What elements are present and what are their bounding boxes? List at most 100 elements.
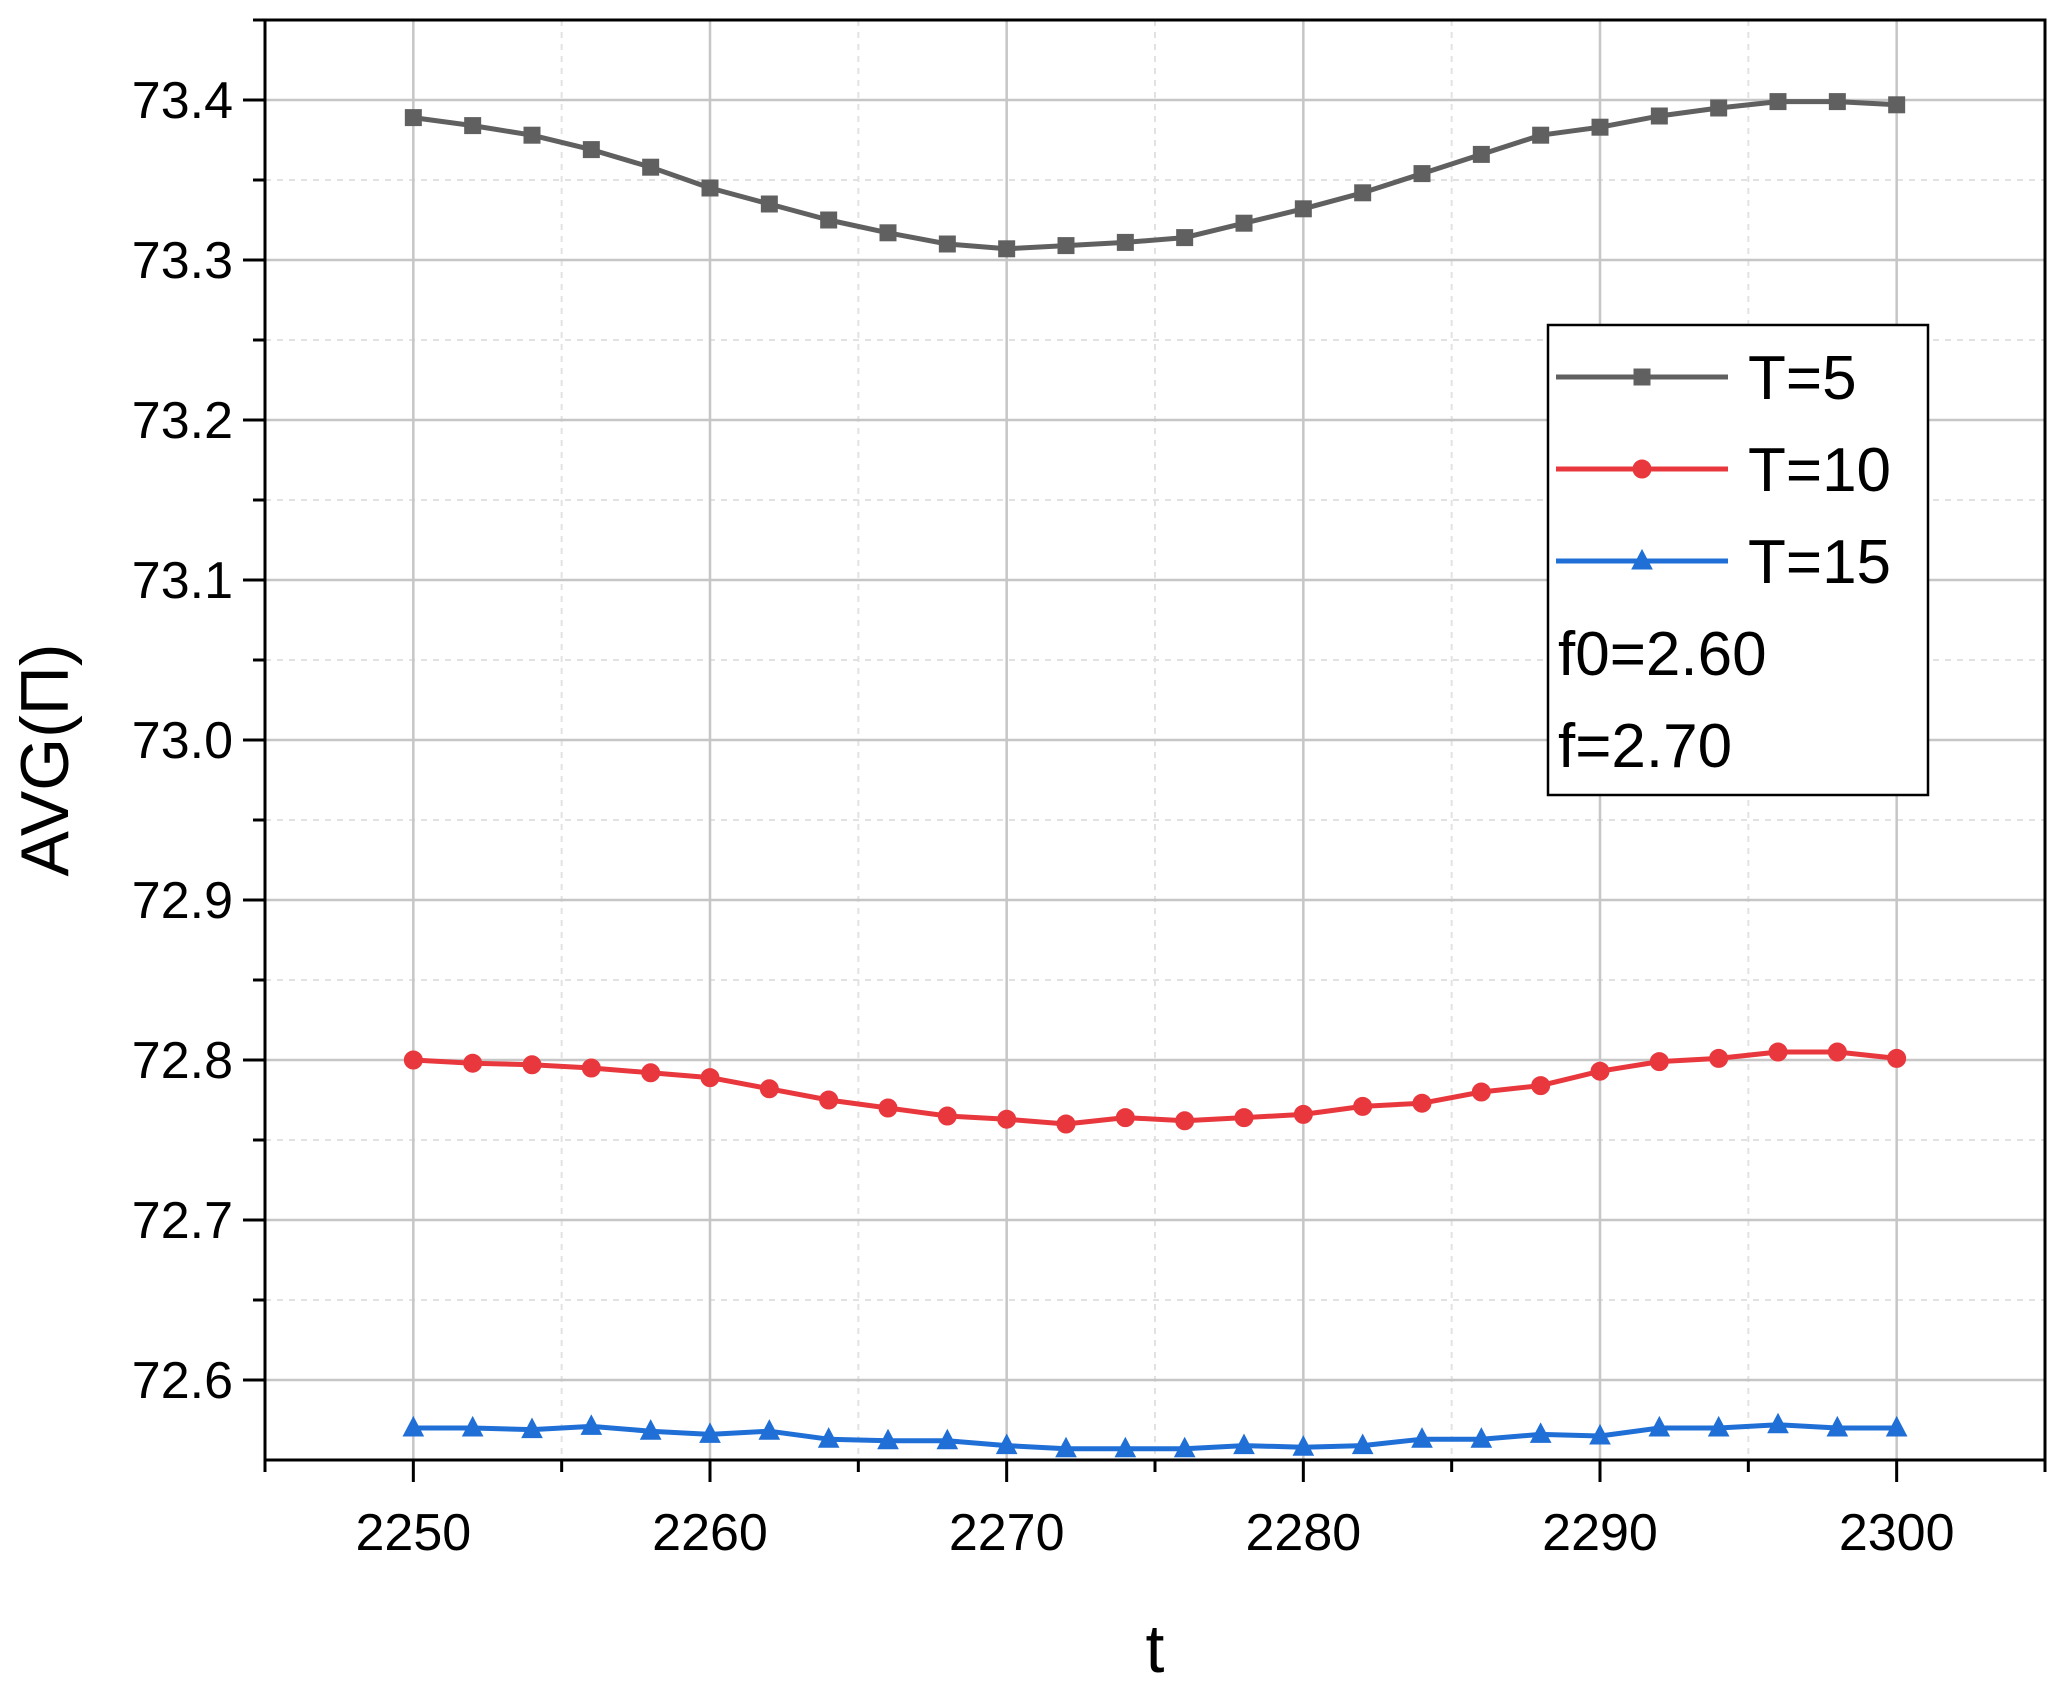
y-tick-label: 73.4 (132, 72, 233, 130)
data-point (1828, 93, 1846, 111)
data-point (936, 1428, 959, 1450)
data-point (521, 1417, 543, 1439)
data-point (1709, 1048, 1729, 1068)
y-axis: 72.6 72.7 72.8 72.9 73.0 73.1 73.2 73.3 73.4 (132, 18, 265, 1410)
data-point (1710, 99, 1728, 117)
series-2 (403, 1042, 1907, 1134)
data-point (701, 179, 719, 197)
data-point (523, 126, 541, 144)
data-point (1235, 214, 1253, 232)
data-point (1116, 233, 1134, 251)
series-1 (404, 93, 1906, 258)
y-tick-label: 73.0 (132, 712, 233, 770)
data-point (1767, 1412, 1789, 1434)
data-point (1885, 1415, 1908, 1437)
legend-note: f0=2.60 (1558, 620, 1767, 689)
data-point (1591, 118, 1609, 136)
data-point (758, 1419, 781, 1440)
data-point (1470, 1427, 1493, 1448)
data-point (1590, 1061, 1610, 1081)
data-point (1769, 93, 1787, 111)
data-point (938, 235, 956, 253)
data-point (1176, 229, 1194, 247)
y-tick-label: 72.8 (132, 1032, 233, 1090)
data-point (1648, 1415, 1671, 1437)
data-point (760, 195, 778, 213)
data-point (1529, 1422, 1552, 1443)
data-point (461, 1415, 484, 1437)
data-point (464, 117, 482, 135)
legend-marker (1631, 548, 1653, 570)
data-point (1413, 165, 1431, 183)
x-axis: 2250 2260 2270 2280 2290 2300 (263, 1460, 2047, 1562)
x-axis-title: t (1146, 1611, 1165, 1687)
data-point (522, 1055, 542, 1075)
legend-label: T=10 (1748, 436, 1891, 505)
series-layer (402, 93, 1908, 1458)
data-point (817, 1427, 840, 1448)
data-point (1472, 145, 1490, 163)
data-point (639, 1419, 662, 1440)
data-point (699, 1422, 721, 1443)
data-point (820, 211, 838, 229)
data-point (1411, 1427, 1433, 1448)
data-point (1532, 126, 1550, 144)
x-tick-label: 2250 (355, 1504, 471, 1562)
data-point (463, 1053, 483, 1073)
data-point (582, 141, 600, 159)
data-point (1294, 200, 1312, 218)
legend-label: T=5 (1748, 344, 1857, 413)
data-point (1471, 1082, 1491, 1102)
x-tick-label: 2300 (1839, 1504, 1955, 1562)
data-point (1173, 1436, 1196, 1458)
data-point (403, 1050, 423, 1070)
data-point (1114, 1436, 1137, 1458)
data-point (1887, 1048, 1907, 1068)
y-tick-label: 73.3 (132, 232, 233, 290)
data-point (642, 158, 660, 176)
y-tick-label: 73.1 (132, 552, 233, 610)
data-point (879, 224, 897, 242)
data-point (1292, 1435, 1315, 1456)
legend: T=5 T=10 T=15 f0=2.60 f=2.70 (1546, 323, 1930, 797)
data-point (1056, 1114, 1076, 1134)
data-point (1888, 96, 1906, 114)
data-point (878, 1098, 898, 1118)
data-point (581, 1058, 601, 1078)
data-point (1055, 1436, 1077, 1458)
series-line (413, 1049, 1897, 1127)
data-point (1827, 1042, 1847, 1062)
data-point (641, 1063, 661, 1083)
series-3 (402, 1412, 1908, 1458)
data-point (1233, 1433, 1255, 1455)
data-point (1768, 1042, 1788, 1062)
data-point (1650, 107, 1668, 125)
y-axis-title: AVG(Π) (7, 644, 83, 877)
series-line (413, 1422, 1897, 1452)
grid-lines (265, 20, 2045, 1460)
data-point (1057, 237, 1075, 255)
data-point (1589, 1423, 1611, 1445)
x-tick-label: 2260 (652, 1504, 768, 1562)
y-tick-label: 72.7 (132, 1192, 233, 1250)
legend-marker (1633, 368, 1651, 386)
legend-item: T=10 (1556, 436, 1891, 505)
data-point (1234, 1108, 1254, 1128)
series-line (412, 99, 1897, 252)
data-point (404, 109, 422, 127)
data-point (998, 240, 1016, 258)
legend-note: f=2.70 (1558, 712, 1732, 781)
data-point (1293, 1104, 1313, 1124)
data-point (402, 1415, 425, 1437)
data-point (997, 1109, 1017, 1129)
y-tick-label: 72.9 (132, 872, 233, 930)
x-tick-label: 2290 (1542, 1504, 1658, 1562)
y-tick-label: 73.2 (132, 392, 233, 450)
data-point (819, 1090, 839, 1110)
data-point (1707, 1415, 1730, 1437)
legend-label: T=15 (1748, 528, 1891, 597)
legend-item: T=5 (1556, 344, 1857, 413)
data-point (1175, 1111, 1195, 1131)
data-point (580, 1414, 603, 1435)
